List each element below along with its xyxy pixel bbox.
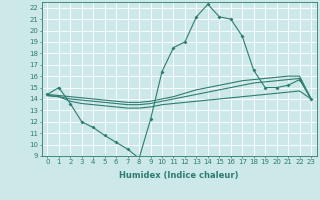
X-axis label: Humidex (Indice chaleur): Humidex (Indice chaleur) bbox=[119, 171, 239, 180]
